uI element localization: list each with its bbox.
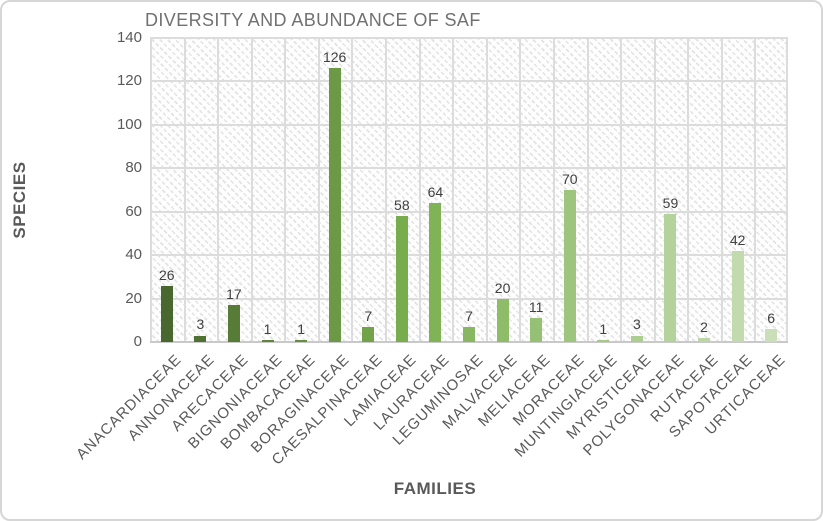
gridline-v-7	[385, 38, 387, 342]
bar-boraginaceae	[328, 68, 341, 342]
y-tick-label-140: 140	[116, 29, 142, 46]
bar-value-label-malvaceae: 20	[494, 279, 511, 296]
chart-title: DIVERSITY AND ABUNDANCE OF SAF	[145, 10, 481, 30]
gridline-h-60	[150, 210, 788, 213]
bar-value-label-caesalpinaceae: 7	[364, 307, 373, 324]
gridline-h-120	[150, 80, 788, 83]
bar-value-label-myristiceae: 3	[632, 316, 641, 333]
bar-value-label-urticaceae: 6	[767, 309, 776, 326]
gridline-v-13	[587, 38, 589, 342]
bar-urticaceae	[765, 328, 778, 342]
gridline-v-3	[251, 38, 253, 342]
bar-sapotaceae	[731, 250, 744, 342]
gridline-v-1	[184, 38, 186, 342]
bar-bombacaceae	[295, 339, 308, 342]
gridline-h-80	[150, 167, 788, 170]
gridline-v-17	[721, 38, 723, 342]
bar-caesalpinaceae	[362, 326, 375, 342]
y-tick-label-40: 40	[125, 246, 142, 264]
gridline-v-8	[419, 38, 421, 342]
bar-value-label-bombacaceae: 1	[297, 320, 305, 337]
bar-value-label-meliaceae: 11	[528, 299, 544, 316]
gridline-v-18	[754, 38, 756, 342]
bar-value-label-arecaceae: 17	[226, 286, 242, 303]
gridline-h-140	[150, 37, 788, 39]
bar-lauraceae	[429, 203, 442, 342]
bar-value-label-polygonaceae: 59	[662, 194, 679, 211]
bar-value-label-lauraceae: 64	[427, 184, 444, 201]
gridline-v-10	[486, 38, 488, 342]
gridline-v-4	[284, 38, 286, 342]
gridline-v-19	[786, 38, 788, 342]
bar-lamiaceae	[395, 216, 408, 342]
bar-value-label-leguminosae: 7	[465, 307, 473, 324]
gridline-h-20	[150, 297, 788, 300]
gridline-v-11	[519, 38, 521, 342]
bar-polygonaceae	[664, 213, 677, 342]
bar-anacardiaceae	[160, 285, 173, 342]
bar-value-label-sapotaceae: 42	[729, 231, 746, 248]
gridline-v-2	[217, 38, 219, 342]
gridline-h-100	[150, 123, 788, 126]
gridline-v-6	[351, 38, 353, 342]
bar-muntingiaceae	[597, 339, 610, 342]
bar-value-label-moraceae: 70	[561, 171, 578, 187]
gridline-v-12	[553, 38, 555, 342]
y-tick-label-100: 100	[116, 115, 142, 133]
bar-value-label-boraginaceae: 126	[322, 49, 347, 66]
y-tick-label-0: 0	[133, 333, 142, 350]
gridline-v-15	[654, 38, 656, 342]
x-axis-title: FAMILIES	[393, 479, 477, 498]
y-tick-label-120: 120	[116, 72, 142, 90]
bar-leguminosae	[463, 326, 475, 342]
bar-value-label-rutaceae: 2	[700, 318, 708, 335]
bar-rutaceae	[698, 337, 711, 342]
y-tick-label-60: 60	[125, 202, 142, 220]
gridline-v-16	[687, 38, 689, 342]
gridline-v-0	[150, 38, 152, 342]
bar-value-label-anacardiaceae: 26	[159, 266, 175, 283]
x-axis-line	[150, 341, 788, 343]
bar-malvaceae	[496, 298, 509, 342]
bar-annonaceae	[194, 335, 207, 342]
bar-arecaceae	[227, 305, 240, 342]
gridline-v-14	[620, 38, 622, 342]
y-axis-title: SPECIES	[10, 161, 29, 239]
gridline-v-5	[318, 38, 320, 342]
bar-value-label-lamiaceae: 58	[394, 197, 410, 214]
bar-meliaceae	[530, 318, 543, 342]
plot-area: 26 3 17 1 1 126 7 58 64 7 20 11 70 1 3 59 2 42 6	[150, 37, 788, 343]
gridline-v-9	[452, 38, 454, 342]
y-tick-label-80: 80	[125, 159, 142, 177]
bar-bignoniaceae	[261, 339, 274, 342]
bar-value-label-muntingiaceae: 1	[599, 320, 608, 337]
bar-value-label-bignoniaceae: 1	[263, 320, 272, 337]
gridline-h-40	[150, 254, 788, 257]
bar-moraceae	[563, 190, 576, 342]
bar-myristiceae	[630, 335, 643, 342]
bar-value-label-annonaceae: 3	[196, 316, 205, 333]
y-tick-label-20: 20	[125, 289, 142, 307]
